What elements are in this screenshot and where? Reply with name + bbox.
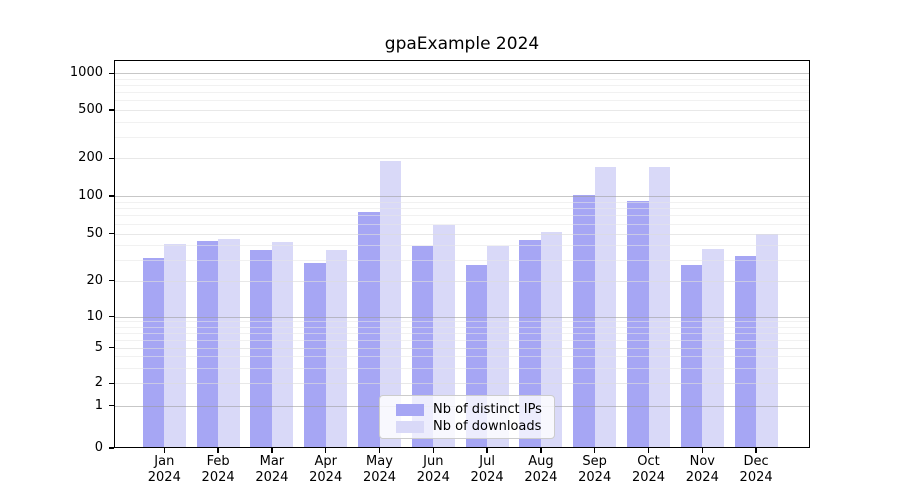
y-tick-mark bbox=[109, 72, 114, 74]
x-tick-label: Apr 2024 bbox=[309, 454, 343, 485]
gridline-minor bbox=[114, 100, 810, 102]
gridline-minor bbox=[114, 356, 810, 358]
gridline bbox=[114, 383, 810, 385]
bar-distinct-ips bbox=[358, 212, 380, 448]
y-tick-label: 5 bbox=[94, 339, 103, 355]
gridline bbox=[114, 347, 810, 349]
y-tick-label: 1 bbox=[94, 397, 103, 413]
gridline-minor bbox=[114, 215, 810, 217]
y-tick-label: 100 bbox=[78, 188, 103, 203]
y-tick-label: 2 bbox=[94, 375, 103, 391]
x-tick-label: Feb 2024 bbox=[201, 454, 235, 485]
y-tick-mark bbox=[109, 382, 114, 384]
gridline-minor bbox=[114, 259, 810, 261]
y-tick-mark bbox=[109, 405, 114, 407]
y-tick-mark bbox=[109, 157, 114, 159]
gridline-minor bbox=[114, 201, 810, 203]
x-tick-mark bbox=[325, 448, 327, 453]
gridline-minor bbox=[114, 321, 810, 323]
gridline-minor bbox=[114, 367, 810, 369]
y-tick-label: 500 bbox=[78, 102, 103, 117]
legend-label: Nb of distinct IPs bbox=[433, 402, 542, 417]
y-tick-mark bbox=[109, 232, 114, 235]
bar-downloads bbox=[164, 243, 186, 448]
x-tick-label: Sep 2024 bbox=[578, 454, 612, 485]
y-tick-label: 0 bbox=[94, 440, 103, 455]
bar-distinct-ips bbox=[627, 200, 649, 448]
x-tick-label: Jan 2024 bbox=[147, 454, 181, 485]
gridline-minor bbox=[114, 339, 810, 341]
y-tick-mark bbox=[109, 347, 114, 349]
gridline-major bbox=[114, 196, 810, 197]
y-tick-mark bbox=[109, 109, 114, 111]
y-tick-label: 50 bbox=[86, 225, 103, 241]
gridline-minor bbox=[114, 208, 810, 210]
x-tick-label: Mar 2024 bbox=[255, 454, 289, 485]
x-tick-label: Aug 2024 bbox=[524, 454, 558, 485]
bar-downloads bbox=[648, 167, 670, 448]
x-tick-label: May 2024 bbox=[362, 454, 397, 485]
bar-distinct-ips bbox=[304, 263, 326, 448]
bar-downloads bbox=[594, 167, 617, 448]
x-tick-mark bbox=[594, 448, 596, 453]
bar-downloads bbox=[271, 242, 294, 448]
chart-title: gpaExample 2024 bbox=[384, 34, 540, 54]
x-tick-mark bbox=[217, 448, 219, 453]
x-tick-label: Nov 2024 bbox=[685, 454, 719, 485]
bar-downloads bbox=[756, 233, 778, 448]
gridline-major bbox=[114, 73, 810, 75]
y-tick-label: 200 bbox=[78, 150, 103, 166]
gridline-minor bbox=[114, 85, 810, 87]
x-tick-label: Jul 2024 bbox=[470, 454, 504, 485]
gridline-minor bbox=[114, 136, 810, 138]
gridline-minor bbox=[114, 121, 810, 123]
y-tick-mark bbox=[109, 316, 114, 318]
legend-swatch-distinct-ips bbox=[396, 403, 424, 416]
gridline-major bbox=[114, 316, 810, 318]
x-tick-mark bbox=[647, 448, 650, 453]
legend-swatch-downloads bbox=[396, 420, 424, 433]
gridline-minor bbox=[114, 223, 810, 225]
x-tick-label: Jun 2024 bbox=[416, 454, 450, 485]
bar-distinct-ips bbox=[734, 256, 757, 448]
x-tick-mark bbox=[163, 448, 165, 453]
gridline bbox=[114, 233, 810, 235]
gridline-minor bbox=[114, 326, 810, 328]
x-tick-mark bbox=[701, 448, 703, 453]
x-tick-label: Oct 2024 bbox=[631, 454, 666, 485]
x-tick-mark bbox=[540, 448, 542, 453]
y-tick-mark bbox=[109, 447, 114, 449]
x-tick-mark bbox=[755, 448, 757, 453]
plot-area bbox=[114, 60, 810, 448]
bar-distinct-ips bbox=[196, 241, 219, 448]
gridline-minor bbox=[114, 92, 810, 94]
gridline-minor bbox=[114, 244, 810, 246]
bar-downloads bbox=[379, 160, 401, 448]
x-tick-mark bbox=[432, 448, 434, 453]
legend: Nb of distinct IPs Nb of downloads bbox=[379, 395, 555, 439]
gridline-minor bbox=[114, 78, 810, 80]
x-tick-mark bbox=[378, 448, 381, 453]
bar-downloads bbox=[218, 238, 240, 448]
gridline-minor bbox=[114, 332, 810, 334]
gridline bbox=[114, 280, 810, 282]
gridline bbox=[114, 110, 810, 111]
legend-row-downloads: Nb of downloads bbox=[396, 418, 554, 435]
bar-distinct-ips bbox=[142, 258, 165, 448]
legend-row-distinct-ips: Nb of distinct IPs bbox=[396, 401, 554, 418]
x-tick-mark bbox=[271, 448, 273, 453]
x-tick-mark bbox=[486, 448, 488, 453]
y-tick-mark bbox=[109, 279, 114, 282]
y-tick-mark bbox=[109, 195, 114, 197]
y-tick-label: 10 bbox=[86, 308, 103, 324]
gridline bbox=[114, 158, 810, 160]
bar-downloads bbox=[325, 250, 348, 448]
y-tick-label: 20 bbox=[86, 272, 103, 288]
legend-label: Nb of downloads bbox=[433, 419, 542, 434]
x-tick-label: Dec 2024 bbox=[739, 454, 773, 485]
bar-distinct-ips bbox=[250, 250, 272, 448]
y-tick-label: 1000 bbox=[69, 65, 103, 81]
